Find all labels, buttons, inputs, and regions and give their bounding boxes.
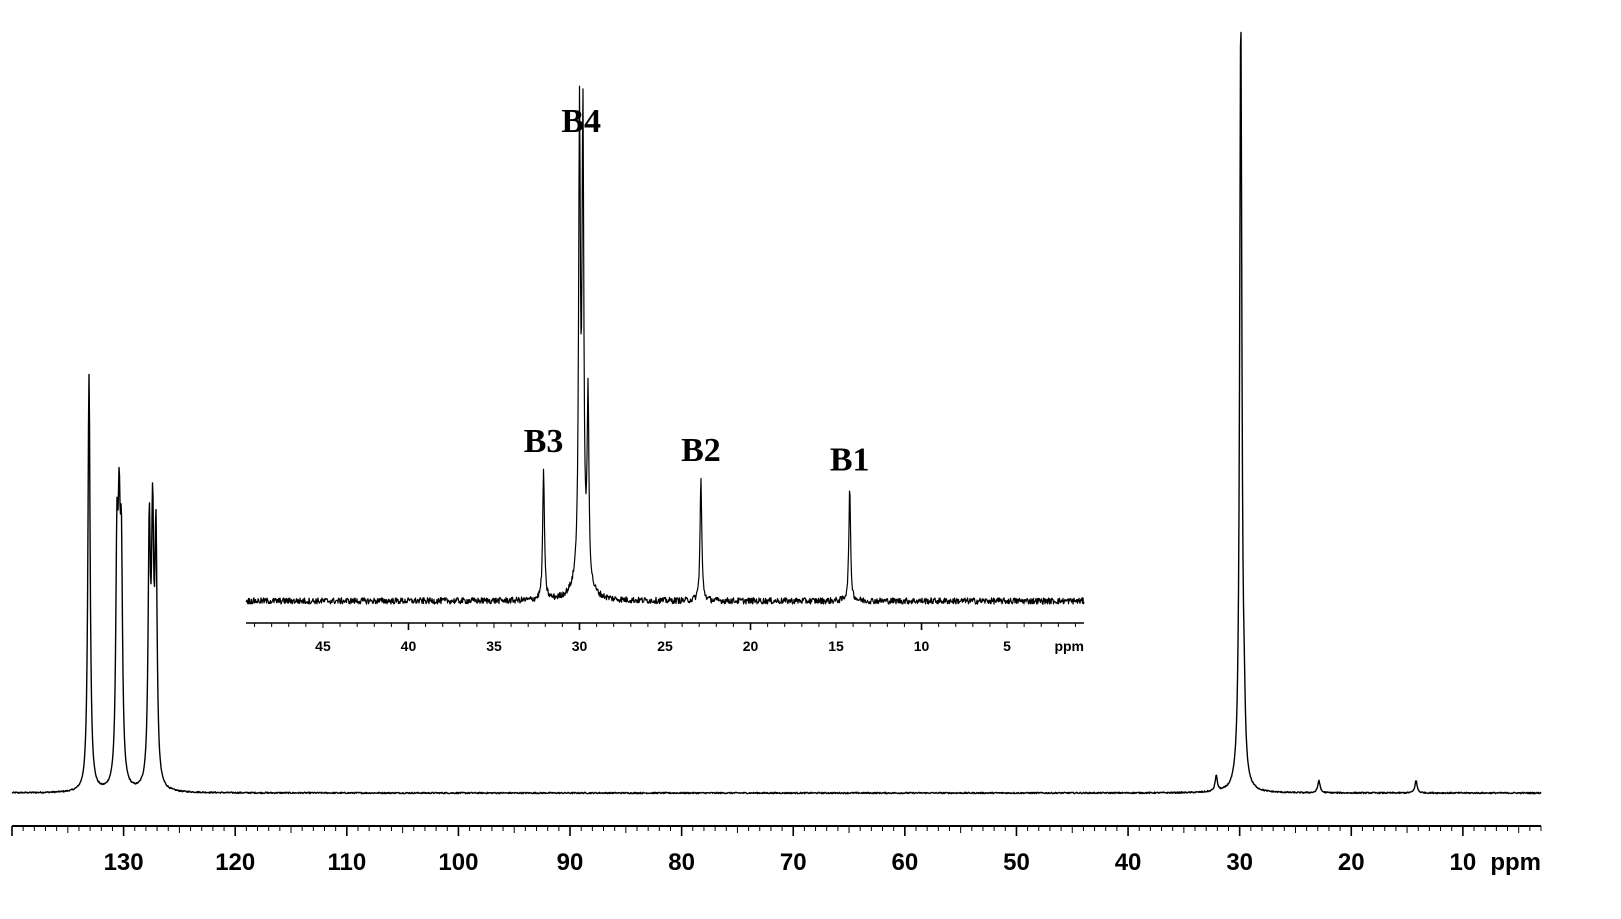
inset-tick-label: 20 (743, 638, 759, 654)
inset-x-ticks (254, 623, 1076, 630)
inset-tick-label: 30 (572, 638, 588, 654)
main-unit-label: ppm (1490, 849, 1541, 876)
inset-peak-annotations: B3 B4 B2 B1 (524, 103, 870, 478)
main-spectrum-trace (11, 31, 1542, 795)
peak-label-b1: B1 (830, 441, 870, 478)
inset-tick-label: 40 (401, 638, 417, 654)
inset-spectrum-plot: 45 40 35 30 25 20 15 10 5 ppm B3 B4 B2 B1 (245, 85, 1085, 654)
main-tick-label: 50 (1003, 849, 1030, 876)
inset-x-tick-labels: 45 40 35 30 25 20 15 10 5 ppm (315, 638, 1084, 654)
main-tick-label: 70 (780, 849, 807, 876)
peak-label-b2: B2 (681, 432, 721, 469)
main-x-ticks (11, 826, 1542, 836)
inset-tick-label: 10 (914, 638, 930, 654)
main-tick-label: 30 (1226, 849, 1253, 876)
inset-unit-label: ppm (1054, 638, 1084, 654)
main-x-tick-labels: 130 120 110 100 90 80 70 60 50 40 30 20 10 ppm (104, 849, 1541, 876)
inset-tick-label: 5 (1003, 638, 1011, 654)
main-tick-label: 60 (891, 849, 918, 876)
main-tick-label: 90 (557, 849, 584, 876)
main-tick-label: 120 (215, 849, 255, 876)
main-tick-label: 10 (1450, 849, 1477, 876)
inset-tick-label: 15 (828, 638, 844, 654)
main-tick-label: 40 (1115, 849, 1142, 876)
main-tick-label: 100 (438, 849, 478, 876)
peak-label-b3: B3 (524, 423, 564, 460)
inset-tick-label: 45 (315, 638, 331, 654)
main-tick-label: 110 (327, 849, 366, 876)
main-spectrum-plot: 130 120 110 100 90 80 70 60 50 40 30 20 10 ppm (11, 31, 1542, 876)
inset-tick-label: 35 (486, 638, 502, 654)
inset-tick-label: 25 (657, 638, 673, 654)
main-tick-label: 20 (1338, 849, 1365, 876)
main-tick-label: 130 (104, 849, 144, 876)
inset-spectrum-trace (245, 85, 1085, 605)
peak-label-b4: B4 (561, 103, 601, 140)
main-tick-label: 80 (668, 849, 695, 876)
